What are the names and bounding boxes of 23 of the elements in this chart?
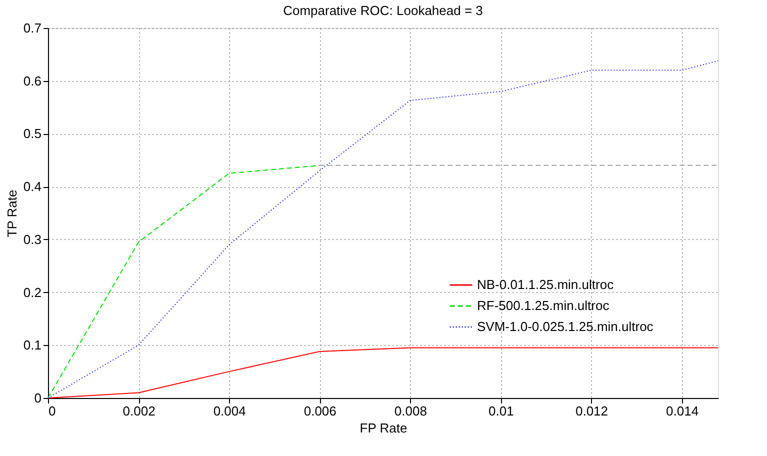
- chart-title: Comparative ROC: Lookahead = 3: [283, 3, 483, 18]
- legend-label: SVM-1.0-0.025.1.25.min.ultroc: [477, 319, 654, 334]
- x-tick-label: 0.01: [488, 404, 514, 418]
- y-tick-label: 0.1: [23, 338, 42, 353]
- x-tick-label: 0.014: [666, 404, 699, 418]
- y-tick-label: 0.3: [23, 232, 42, 247]
- x-tick-label: 0.002: [122, 404, 156, 418]
- y-tick-label: 0.7: [23, 20, 42, 36]
- x-tick-label: 0.012: [575, 404, 608, 418]
- y-tick-label: 0.5: [23, 126, 42, 142]
- x-axis-title: FP Rate: [360, 420, 408, 436]
- legend-label: RF-500.1.25.min.ultroc: [477, 298, 610, 313]
- x-tick-label: 0: [48, 404, 56, 418]
- y-tick-label: 0.2: [23, 284, 42, 300]
- y-tick-label: 0.6: [23, 73, 42, 88]
- y-tick-label: 0: [34, 390, 42, 406]
- legend-label: NB-0.01.1.25.min.ultroc: [477, 277, 614, 292]
- line-series: [48, 164, 320, 398]
- y-tick-label: 0.4: [23, 179, 42, 194]
- x-tick-label: 0.004: [213, 404, 246, 418]
- x-tick-label: 0.006: [304, 404, 336, 418]
- y-axis-title: TP Rate: [4, 190, 20, 238]
- x-tick-label: 0.008: [394, 404, 427, 418]
